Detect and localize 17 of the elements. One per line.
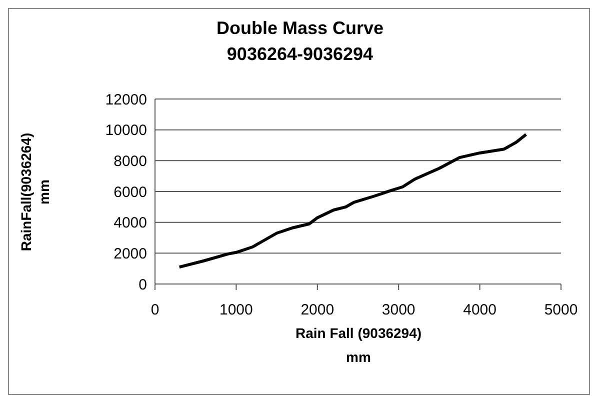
x-tick-label: 2000	[300, 302, 334, 319]
y-tick-label: 2000	[114, 245, 147, 262]
line-series	[178, 132, 528, 269]
x-tick-label: 3000	[382, 302, 416, 319]
y-tick-label: 0	[138, 276, 147, 294]
y-tick-label: 4000	[114, 214, 147, 232]
x-tick-label: 1000	[220, 302, 253, 319]
y-axis-title: RainFall(9036264) mm	[17, 132, 53, 251]
x-tick-label: 5000	[544, 302, 578, 319]
y-tick-label: 6000	[114, 184, 147, 201]
y-tick-label: 10000	[105, 122, 147, 140]
x-tick-label: 0	[150, 302, 160, 319]
y-tick-label: 12000	[105, 91, 147, 108]
chart-title: Double Mass Curve 9036264-9036294	[215, 17, 385, 66]
x-axis-title: Rain Fall (9036294) mm	[294, 324, 423, 367]
y-tick-label: 8000	[114, 152, 147, 170]
x-tick-label: 4000	[463, 302, 496, 319]
